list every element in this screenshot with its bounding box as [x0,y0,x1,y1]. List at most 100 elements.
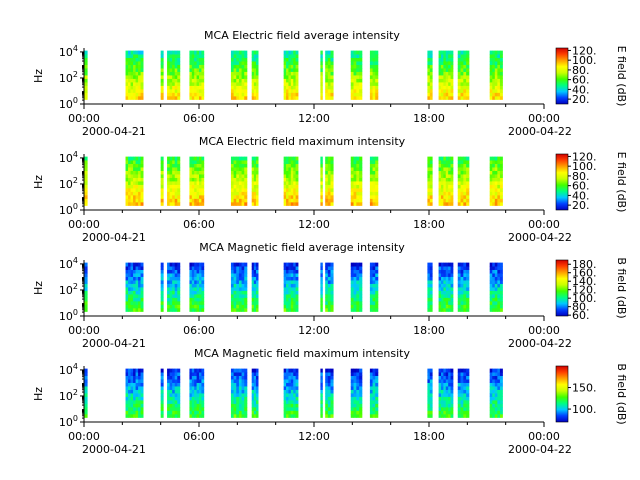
spectrogram-cell [167,68,171,72]
spectrogram-cell [288,75,292,79]
spectrogram-cell [172,262,176,267]
colorbar [556,366,568,422]
spectrogram-cell [160,198,164,203]
spectrogram-cell [253,167,257,171]
spectrogram-cell [375,379,379,383]
spectrogram-cell [238,294,242,298]
spectrogram-cell [133,403,136,408]
spectrogram-cell [286,177,289,182]
spectrogram-cell [201,406,205,411]
spectrogram-cell [84,188,88,192]
spectrogram-cell [160,201,164,206]
spectrogram-cell [494,273,498,277]
spectrogram-cell [135,64,139,69]
spectrogram-cell [489,276,493,281]
spectrogram-cell [450,413,454,418]
spectrogram-cell [236,68,240,72]
spectrogram-cell [375,307,379,312]
spectrogram-cell [251,170,255,175]
spectrogram-cell [457,379,461,383]
spectrogram-cell [174,403,178,408]
spectrogram-cell [492,379,496,383]
spectrogram-cell [253,300,257,305]
spectrogram-cell [429,50,433,55]
spectrogram-cell [199,273,202,277]
spectrogram-cell [450,177,454,182]
spectrogram-cell [84,174,88,178]
spectrogram-cell [427,156,431,161]
spectrogram-cell [169,88,173,93]
spectrogram-cell [233,50,237,55]
spectrogram-cell [489,269,493,274]
spectrogram-cell [125,375,129,380]
spectrogram-cell [372,181,376,185]
spectrogram-cell [448,410,451,415]
spectrogram-cell [133,156,136,161]
spectrogram-cell [194,181,198,185]
spectrogram-cell [255,389,259,394]
spectrogram-cell [463,410,467,415]
spectrogram-cell [189,273,193,277]
spectrogram-cell [499,191,503,196]
spectrogram-cell [133,188,136,192]
spectrogram-cell [290,393,294,397]
spectrogram-cell [445,95,449,100]
spectrogram-cell [497,191,501,196]
spectrogram-cell [492,167,496,171]
spectrogram-cell [497,57,501,62]
spectrogram-cell [140,400,144,404]
spectrogram-cell [497,198,501,203]
spectrogram-cell [440,191,444,196]
spectrogram-cell [236,379,240,383]
spectrogram-cell [359,403,363,408]
spectrogram-cell [199,300,202,305]
spectrogram-cell [369,64,373,69]
spectrogram-cell [286,379,289,383]
spectrogram-cell [167,283,171,288]
spectrogram-cell [372,85,376,90]
spectrogram-cell [443,82,447,86]
spectrogram-cell [325,85,329,90]
spectrogram-cell [350,194,354,199]
spectrogram-cell [288,266,292,270]
spectrogram-cell [463,304,467,309]
spectrogram-cell [450,300,454,305]
spectrogram-cell [135,82,139,86]
spectrogram-cell [466,389,470,394]
spectrogram-cell [251,184,255,189]
spectrogram-cell [369,406,373,411]
spectrogram-cell [293,400,297,404]
spectrogram-cell [350,92,354,97]
spectrogram-cell [427,75,431,79]
spectrogram-cell [295,262,299,267]
spectrogram-cell [130,88,134,93]
spectrogram-cell [128,170,131,175]
spectrogram-cell [238,307,242,312]
spectrogram-cell [253,68,257,72]
spectrogram-cell [233,297,237,302]
spectrogram-cell [429,181,433,185]
spectrogram-cell [438,163,442,168]
spectrogram-cell [494,163,498,168]
spectrogram-cell [238,156,242,161]
spectrogram-cell [167,269,171,274]
spectrogram-cell [125,396,129,401]
spectrogram-cell [241,266,245,270]
spectrogram-cell [457,82,461,86]
spectrogram-cell [255,181,259,185]
spectrogram-cell [253,163,257,168]
x-end-date: 2000-04-22 [508,125,572,138]
spectrogram-cell [191,406,195,411]
spectrogram-cell [372,297,376,302]
spectrogram-cell [138,280,141,284]
spectrogram-cell [499,262,503,267]
spectrogram-cell [288,184,292,189]
spectrogram-cell [369,95,373,100]
spectrogram-cell [369,181,373,185]
spectrogram-cell [251,82,255,86]
spectrogram-cell [489,396,493,401]
spectrogram-cell [448,413,451,418]
spectrogram-cell [230,71,234,76]
spectrogram-cell [463,61,467,65]
spectrogram-cell [167,61,171,65]
